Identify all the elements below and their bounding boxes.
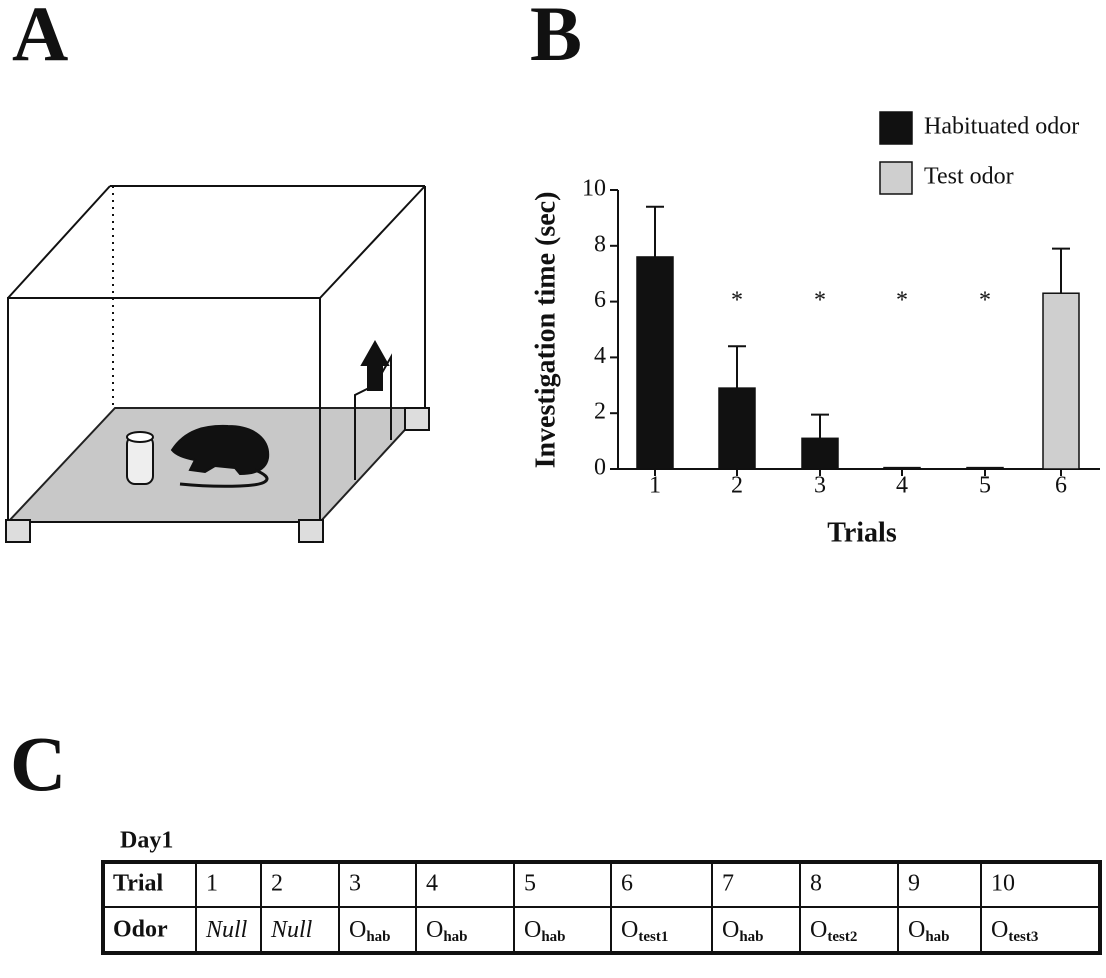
bar: [802, 438, 838, 469]
row-header: Odor: [113, 917, 168, 943]
table-cell: 3: [349, 871, 361, 897]
legend-swatch: [880, 162, 912, 194]
apparatus: [6, 186, 429, 542]
bar: [1043, 293, 1079, 469]
cell-text: Null: [205, 917, 248, 943]
table-cell: Otest2: [810, 917, 857, 946]
cell-text: O: [991, 917, 1008, 943]
cell-subscript: hab: [739, 929, 763, 945]
cell-text: O: [349, 917, 366, 943]
x-axis-title: Trials: [827, 517, 897, 548]
cell-subscript: hab: [925, 929, 949, 945]
table-cell: Ohab: [349, 917, 391, 946]
x-tick-label: 2: [731, 473, 743, 499]
table-cell: 4: [426, 871, 438, 897]
y-tick-label: 0: [594, 455, 606, 481]
x-tick-label: 6: [1055, 473, 1067, 499]
panel-label: C: [10, 720, 66, 807]
cell-text: O: [722, 917, 739, 943]
table-cell: 8: [810, 871, 822, 897]
table-cell: Ohab: [722, 917, 764, 946]
table-cell: Null: [270, 917, 313, 943]
table-cell: 5: [524, 871, 536, 897]
bar: [884, 468, 920, 469]
table-cell: 7: [722, 871, 734, 897]
panel-label: A: [12, 0, 68, 77]
legend-label: Habituated odor: [924, 114, 1079, 140]
table-cell: 10: [991, 871, 1015, 897]
table-cell: Ohab: [426, 917, 468, 946]
bar: [637, 257, 673, 469]
significance-mark: *: [814, 288, 826, 314]
legend-swatch: [880, 112, 912, 144]
table-cell: 1: [206, 871, 218, 897]
table-caption: Day1: [120, 828, 173, 854]
cell-subscript: hab: [443, 929, 467, 945]
cell-subscript: hab: [541, 929, 565, 945]
cell-text: O: [908, 917, 925, 943]
figure: A B C Day1 0 2 4 6 8 10 Investigation time (se…: [0, 0, 1106, 978]
bar: [719, 388, 755, 469]
cell-subscript: test2: [827, 929, 857, 945]
table-cell: Ohab: [908, 917, 950, 946]
table-cell: Otest1: [621, 917, 668, 946]
y-tick-label: 4: [594, 343, 606, 369]
x-tick-label: 4: [896, 473, 908, 499]
cell-subscript: test1: [638, 929, 668, 945]
cell-text: O: [426, 917, 443, 943]
legend-label: Test odor: [924, 164, 1014, 190]
table-cell: 2: [271, 871, 283, 897]
y-tick-label: 2: [594, 399, 606, 425]
cell-subscript: hab: [366, 929, 390, 945]
panel-label: B: [530, 0, 582, 77]
y-axis-title: Investigation time (sec): [530, 192, 561, 469]
bar: [967, 468, 1003, 469]
cell-text: Null: [270, 917, 313, 943]
table-cell: Otest3: [991, 917, 1038, 946]
table-cell: Null: [205, 917, 248, 943]
cell-text: O: [621, 917, 638, 943]
x-tick-label: 3: [814, 473, 826, 499]
x-tick-label: 1: [649, 473, 661, 499]
y-tick-label: 10: [582, 176, 606, 202]
cell-text: O: [524, 917, 541, 943]
y-tick-label: 6: [594, 287, 606, 313]
significance-mark: *: [731, 288, 743, 314]
cell-text: O: [810, 917, 827, 943]
significance-mark: *: [979, 288, 991, 314]
table-cell: 6: [621, 871, 633, 897]
significance-mark: *: [896, 288, 908, 314]
table-cell: 9: [908, 871, 920, 897]
table-cell: Ohab: [524, 917, 566, 946]
x-tick-label: 5: [979, 473, 991, 499]
row-header: Trial: [113, 871, 164, 897]
cell-subscript: test3: [1008, 929, 1038, 945]
table-frame: [103, 862, 1100, 953]
y-tick-label: 8: [594, 231, 606, 257]
